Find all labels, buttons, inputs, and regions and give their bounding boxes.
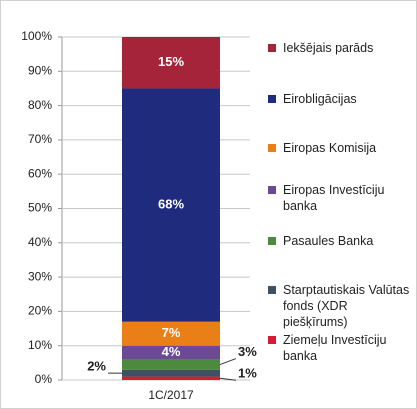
bar-segment — [122, 37, 220, 89]
y-tick-label: 60% — [28, 166, 52, 180]
legend-swatch — [268, 144, 276, 152]
y-tick-label: 40% — [28, 235, 52, 249]
bar-segment — [122, 321, 220, 346]
legend-label: Eirobligācijas — [283, 92, 357, 106]
y-tick-label: 30% — [28, 269, 52, 283]
data-label: 15% — [158, 54, 184, 69]
legend-swatch — [268, 95, 276, 103]
y-tick-label: 90% — [28, 63, 52, 77]
data-label: 2% — [87, 359, 106, 374]
bar-segment — [122, 345, 220, 360]
y-tick-label: 70% — [28, 132, 52, 146]
leader-line — [219, 358, 237, 366]
data-label: 3% — [238, 344, 257, 359]
y-tick-label: 80% — [28, 98, 52, 112]
data-label: 68% — [158, 197, 184, 212]
legend-swatch — [268, 44, 276, 52]
bar-segment — [122, 376, 220, 380]
legend-label: Eiropas Investīciju banka — [283, 183, 385, 213]
bar-segment — [122, 369, 220, 377]
x-tick-label: 1C/2017 — [148, 388, 194, 402]
y-tick-label: 10% — [28, 338, 52, 352]
data-label: 1% — [238, 366, 257, 381]
legend-label: Eiropas Komisija — [283, 141, 377, 155]
y-tick-label: 100% — [21, 29, 52, 43]
bar-segment — [122, 88, 220, 322]
legend-swatch — [268, 336, 276, 344]
y-tick-label: 0% — [35, 372, 53, 386]
legend-label: Iekšējais parāds — [283, 41, 374, 55]
bar-segment — [122, 359, 220, 370]
y-tick-label: 50% — [28, 201, 52, 215]
leader-line — [219, 377, 237, 381]
y-tick-label: 20% — [28, 304, 52, 318]
legend-swatch — [268, 186, 276, 194]
legend-swatch — [268, 286, 276, 294]
legend-swatch — [268, 237, 276, 245]
legend-label: Starptautiskais Valūtas fonds (XDR piešķ… — [283, 283, 410, 329]
legend-label: Pasaules Banka — [283, 234, 374, 248]
data-label: 7% — [162, 325, 181, 340]
legend-label: Ziemeļu Investīciju banka — [283, 333, 387, 363]
data-label: 4% — [162, 344, 181, 359]
